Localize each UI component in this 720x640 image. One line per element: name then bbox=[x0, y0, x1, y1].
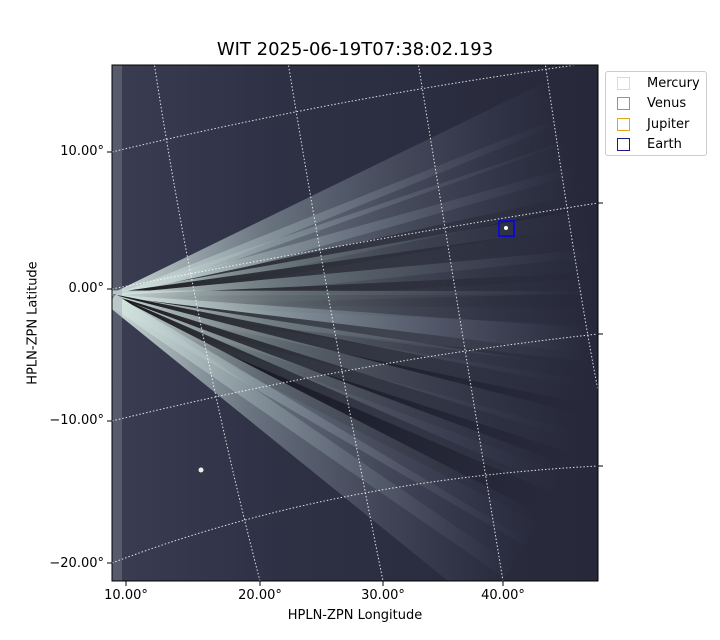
y-tick-label: −10.00° bbox=[49, 413, 104, 428]
x-tick-label: 20.00° bbox=[238, 588, 282, 603]
y-tick-label: 10.00° bbox=[60, 144, 104, 159]
streamer-ray bbox=[112, 84, 560, 306]
plot-title: WIT 2025-06-19T07:38:02.193 bbox=[216, 39, 494, 60]
grid-line bbox=[153, 65, 261, 581]
legend-label: Jupiter bbox=[647, 116, 690, 132]
x-tick-label: 30.00° bbox=[361, 588, 405, 603]
grid-line bbox=[112, 65, 580, 153]
y-tick-label: −20.00° bbox=[49, 556, 104, 571]
grid-line bbox=[544, 65, 598, 391]
legend-swatch bbox=[617, 76, 630, 90]
earth-point bbox=[504, 226, 508, 230]
axes-frame bbox=[111, 64, 599, 582]
bright-point bbox=[198, 467, 204, 473]
edge-band bbox=[112, 65, 122, 581]
x-tick-label: 10.00° bbox=[104, 588, 148, 603]
y-tick-label: 0.00° bbox=[68, 281, 104, 296]
legend: Mercury Venus Jupiter Earth bbox=[605, 71, 707, 156]
y-axis-label: HPLN-ZPN Latitude bbox=[25, 261, 41, 385]
earth-marker-box bbox=[498, 220, 515, 237]
legend-label: Venus bbox=[647, 95, 687, 111]
legend-item-mercury: Mercury bbox=[617, 75, 700, 91]
grid-line bbox=[112, 202, 598, 290]
streamer-ray bbox=[112, 294, 513, 581]
legend-item-earth: Earth bbox=[617, 136, 682, 152]
sky-image bbox=[112, 65, 598, 581]
grid-line bbox=[287, 65, 384, 581]
legend-item-venus: Venus bbox=[617, 95, 686, 111]
legend-swatch bbox=[617, 96, 630, 110]
legend-label: Earth bbox=[647, 136, 682, 152]
x-axis-label: HPLN-ZPN Longitude bbox=[287, 608, 423, 623]
legend-label: Mercury bbox=[647, 75, 700, 91]
legend-swatch bbox=[617, 117, 630, 131]
grid-line bbox=[112, 465, 598, 564]
legend-swatch bbox=[617, 137, 630, 151]
legend-item-jupiter: Jupiter bbox=[617, 116, 689, 132]
grid-line bbox=[112, 333, 598, 422]
x-tick-label: 40.00° bbox=[481, 588, 525, 603]
grid bbox=[112, 65, 598, 581]
